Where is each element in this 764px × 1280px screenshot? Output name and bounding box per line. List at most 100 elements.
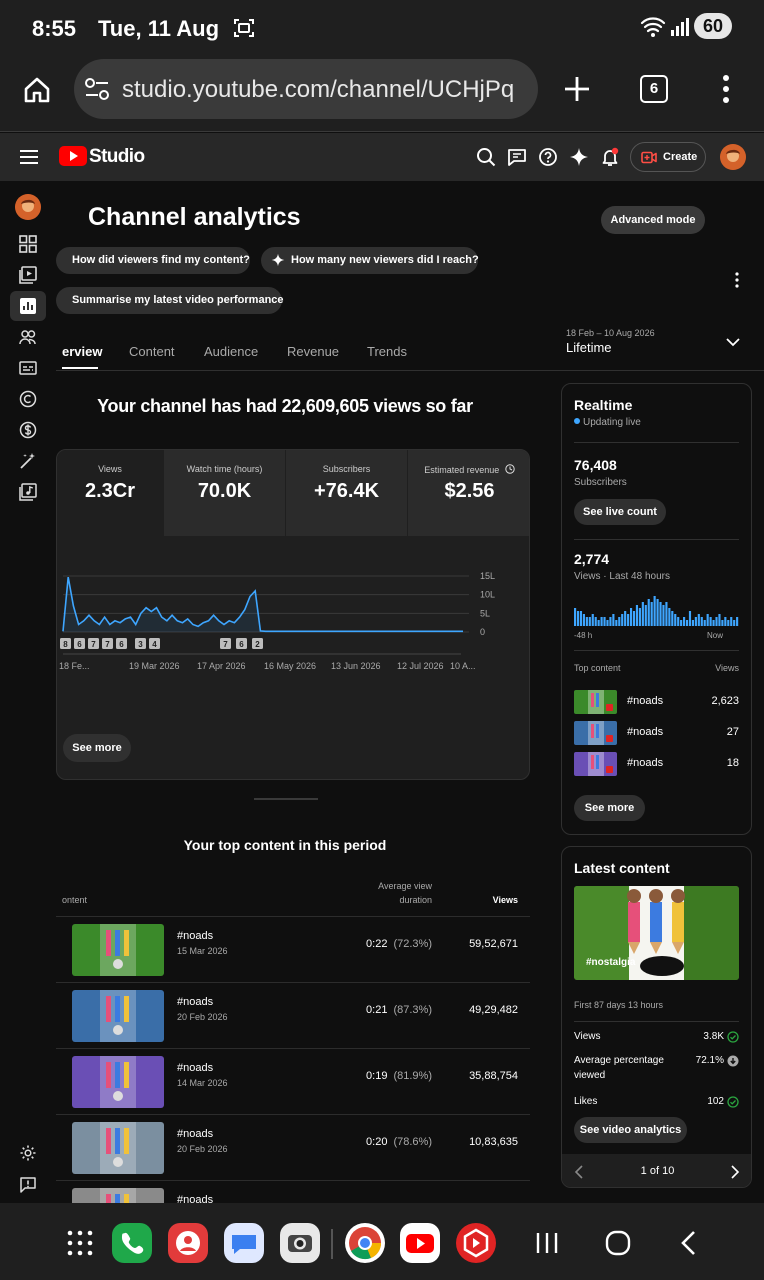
nav-settings[interactable] [10, 1138, 46, 1168]
phone-app-icon[interactable] [112, 1223, 152, 1263]
chrome-app-icon[interactable] [345, 1223, 385, 1263]
youtube-logo-icon[interactable] [59, 146, 87, 166]
tab-trends[interactable]: Trends [367, 344, 407, 359]
metric-subscribers[interactable]: Subscribers +76.4K [286, 450, 407, 536]
date-range-label[interactable]: Lifetime [566, 340, 612, 355]
video-title[interactable]: #noads [177, 996, 214, 1008]
nav-send-feedback[interactable] [10, 1170, 46, 1200]
back-button-icon[interactable] [676, 1229, 704, 1257]
video-thumbnail[interactable] [72, 1056, 164, 1108]
realtime-bar [668, 608, 671, 626]
chevron-right-icon[interactable] [730, 1165, 740, 1179]
video-title[interactable]: #noads [177, 930, 214, 942]
chevron-down-icon[interactable] [726, 337, 740, 347]
video-thumbnail[interactable] [72, 1122, 164, 1174]
upload-marker[interactable]: 7 [220, 638, 231, 649]
menu-icon[interactable] [20, 149, 38, 165]
video-title[interactable]: #noads [177, 1062, 214, 1074]
upload-marker[interactable]: 8 [60, 638, 71, 649]
video-title[interactable]: #noads [177, 1128, 214, 1140]
app-drawer-icon[interactable] [66, 1229, 94, 1257]
home-icon[interactable] [22, 75, 52, 105]
metric-watch-time[interactable]: Watch time (hours) 70.0K [164, 450, 285, 536]
video-thumbnail[interactable] [72, 924, 164, 976]
realtime-video-thumbnail[interactable] [574, 721, 617, 745]
upload-marker[interactable]: 6 [236, 638, 247, 649]
contacts-app-icon[interactable] [168, 1223, 208, 1263]
video-thumbnail[interactable] [72, 990, 164, 1042]
metric-estimated-revenue[interactable]: Estimated revenue $2.56 [408, 450, 529, 536]
nav-copyright[interactable] [10, 384, 46, 414]
realtime-bar [647, 599, 650, 626]
upload-marker[interactable]: 6 [116, 638, 127, 649]
camera-app-icon[interactable] [280, 1223, 320, 1263]
nav-earn[interactable] [10, 415, 46, 445]
see-video-analytics-button[interactable]: See video analytics [574, 1117, 687, 1143]
tab-audience[interactable]: Audience [204, 344, 259, 359]
upload-marker[interactable]: 6 [74, 638, 85, 649]
yt-studio-app-icon[interactable] [456, 1223, 496, 1263]
messages-app-icon[interactable] [224, 1223, 264, 1263]
browser-menu-icon[interactable] [716, 74, 736, 104]
advanced-mode-button[interactable]: Advanced mode [601, 206, 705, 234]
realtime-see-more-button[interactable]: See more [574, 795, 645, 821]
chevron-left-icon[interactable] [574, 1165, 584, 1179]
nav-customisation[interactable] [10, 446, 46, 476]
see-more-button[interactable]: See more [63, 734, 131, 762]
sparkle-icon[interactable] [569, 147, 589, 167]
new-tab-icon[interactable] [562, 74, 592, 104]
video-title[interactable]: #noads [177, 1194, 214, 1203]
upload-marker[interactable]: 7 [88, 638, 99, 649]
youtube-app-icon[interactable] [400, 1223, 440, 1263]
nav-analytics[interactable] [10, 291, 46, 321]
nav-audio-library[interactable] [10, 477, 46, 507]
create-button[interactable]: Create [630, 142, 706, 172]
views-series-line[interactable] [62, 576, 463, 633]
feedback-icon[interactable] [507, 147, 527, 167]
see-live-count-button[interactable]: See live count [574, 499, 666, 525]
nav-content[interactable] [10, 260, 46, 290]
address-bar[interactable]: studio.youtube.com/channel/UCHjPq [74, 59, 538, 119]
ask-chip-latest-video[interactable]: Summarise my latest video performance [56, 287, 284, 314]
top-content-title: Your top content in this period [183, 837, 387, 853]
tab-revenue[interactable]: Revenue [287, 344, 340, 359]
tab-switcher-button[interactable]: 6 [640, 75, 668, 103]
realtime-video-thumbnail[interactable] [574, 752, 617, 776]
ask-chip-new-viewers[interactable]: How many new viewers did I reach? [261, 247, 479, 274]
realtime-video-title[interactable]: #noads [627, 695, 664, 707]
recents-button-icon[interactable] [533, 1229, 561, 1257]
video-views: 35,88,754 [469, 1070, 518, 1082]
ask-chip-viewers-find[interactable]: How did viewers find my content? [56, 247, 250, 274]
realtime-video-title[interactable]: #noads [627, 757, 664, 769]
site-settings-icon[interactable] [84, 77, 110, 101]
upload-marker[interactable]: 7 [102, 638, 113, 649]
realtime-video-title[interactable]: #noads [627, 726, 664, 738]
realtime-video-thumbnail[interactable] [574, 690, 617, 714]
channel-avatar[interactable] [15, 194, 41, 220]
realtime-bar [724, 617, 727, 626]
more-options-icon[interactable] [734, 272, 740, 288]
contacts-glyph-icon [176, 1231, 200, 1255]
upload-marker[interactable]: 2 [252, 638, 263, 649]
realtime-bar [629, 608, 633, 626]
notifications-icon[interactable] [600, 147, 620, 167]
upload-marker[interactable]: 3 [135, 638, 146, 649]
help-icon[interactable] [538, 147, 558, 167]
account-avatar[interactable] [720, 144, 746, 170]
status-time: 8:55 [32, 16, 77, 41]
url-text[interactable]: studio.youtube.com/channel/UCHjPq [122, 76, 515, 103]
latest-video-thumbnail[interactable]: #nostalgia [574, 886, 739, 980]
home-button-icon[interactable] [604, 1229, 632, 1257]
upload-marker[interactable]: 4 [149, 638, 160, 649]
tab-content[interactable]: Content [129, 344, 175, 359]
video-thumbnail[interactable] [72, 1188, 164, 1203]
date-range-dates[interactable]: 18 Feb – 10 Aug 2026 [566, 328, 655, 338]
tab-overview[interactable]: erview [62, 344, 103, 359]
community-icon [19, 330, 36, 345]
search-icon[interactable] [476, 147, 496, 167]
metric-views[interactable]: Views 2.3Cr [57, 450, 163, 536]
nav-subtitles[interactable] [10, 353, 46, 383]
nav-dashboard[interactable] [10, 229, 46, 259]
nav-community[interactable] [10, 322, 46, 352]
studio-logo-text[interactable]: Studio [89, 146, 145, 167]
